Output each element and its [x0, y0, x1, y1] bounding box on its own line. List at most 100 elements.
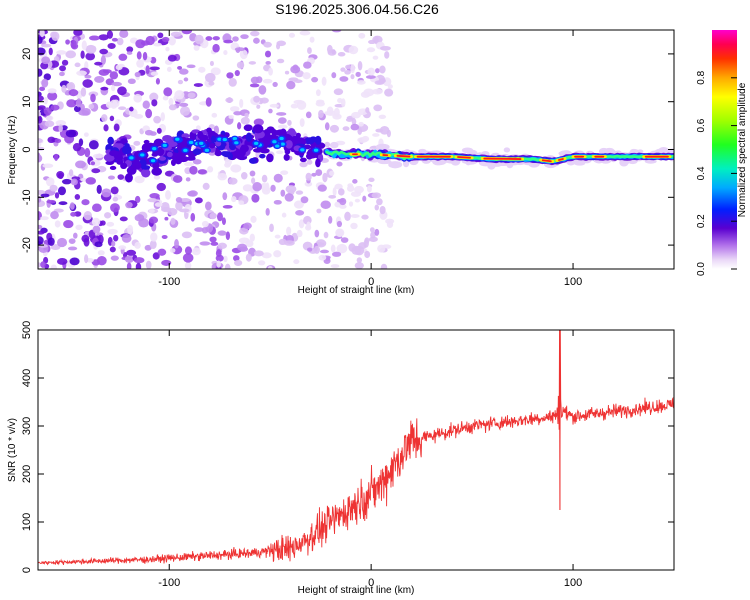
heatmap-noise-blob	[231, 196, 237, 203]
heatmap-noise-blob	[38, 142, 42, 147]
heatmap-noise-blob	[240, 34, 249, 40]
heatmap-noise-blob	[286, 80, 296, 90]
heatmap-noise-blob	[107, 175, 115, 180]
heatmap-noise-blob	[88, 140, 99, 150]
heatmap-noise-blob	[101, 188, 112, 198]
heatmap-noise-blob	[165, 46, 170, 52]
heatmap-noise-blob	[54, 153, 59, 161]
heatmap-noise-blob	[76, 70, 87, 76]
heatmap-noise-blob	[212, 36, 220, 41]
heatmap-noise-blob	[78, 110, 90, 116]
heatmap-noise-blob	[373, 104, 383, 112]
heatmap-noise-blob	[365, 107, 370, 114]
heatmap-noise-blob	[299, 118, 305, 127]
heatmap-noise-blob	[273, 199, 282, 205]
heatmap-noise-blob	[318, 254, 327, 261]
heatmap-ridge-spot-core	[253, 141, 259, 145]
heatmap-noise-blob	[208, 81, 215, 86]
heatmap-noise-blob	[49, 184, 58, 192]
heatmap-noise-blob	[379, 126, 390, 135]
heatmap-noise-blob	[85, 44, 97, 54]
heatmap-noise-blob	[379, 45, 391, 51]
heatmap-noise-blob	[90, 93, 96, 103]
heatmap-noise-blob	[56, 258, 68, 265]
heatmap-noise-blob	[65, 39, 70, 45]
heatmap-noise-blob	[293, 99, 304, 105]
heatmap-ridge-spot-core	[150, 159, 156, 163]
heatmap-noise-blob	[303, 61, 312, 69]
heatmap-noise-blob	[222, 204, 233, 209]
heatmap-noise-blob	[205, 36, 213, 41]
heatmap-noise-blob	[94, 241, 103, 248]
heatmap-noise-blob	[68, 169, 74, 177]
heatmap-noise-blob	[364, 250, 371, 259]
heatmap-noise-blob	[96, 255, 107, 266]
heatmap-noise-blob	[91, 168, 101, 174]
heatmap-noise-blob	[48, 47, 53, 56]
heatmap-noise-blob	[236, 61, 245, 69]
heatmap-noise-blob	[250, 215, 257, 223]
heatmap-noise-blob	[239, 227, 249, 235]
heatmap-noise-blob	[351, 111, 361, 119]
heatmap-noise-blob	[354, 185, 364, 194]
heatmap-noise-blob	[59, 65, 67, 72]
heatmap-noise-blob	[61, 178, 72, 185]
heatmap-band-halo	[461, 147, 474, 154]
heatmap-noise-blob	[91, 203, 102, 212]
heatmap-ridge-blob	[109, 165, 117, 170]
heatmap-noise-blob	[47, 91, 58, 101]
heatmap-noise-blob	[386, 220, 394, 229]
heatmap-noise-blob	[192, 159, 202, 165]
heatmap-noise-blob	[38, 47, 46, 56]
heatmap-noise-blob	[68, 238, 76, 244]
heatmap-noise-blob	[69, 202, 75, 210]
heatmap-noise-blob	[194, 227, 204, 232]
heatmap-noise-blob	[165, 190, 171, 200]
heatmap-noise-blob	[272, 81, 278, 87]
heatmap-noise-blob	[100, 55, 106, 65]
heatmap-noise-blob	[210, 241, 219, 246]
heatmap-noise-blob	[292, 64, 299, 71]
heatmap-noise-blob	[253, 37, 260, 44]
heatmap-noise-blob	[316, 208, 322, 214]
heatmap-noise-blob	[61, 59, 69, 66]
heatmap-noise-blob	[183, 161, 194, 167]
heatmap-noise-blob	[286, 226, 292, 236]
heatmap-noise-blob	[134, 71, 141, 78]
heatmap-noise-blob	[127, 78, 136, 85]
heatmap-ridge-spot-core	[272, 140, 277, 144]
heatmap-noise-blob	[161, 259, 172, 266]
heatmap-noise-blob	[233, 111, 242, 116]
heatmap-ridge-blob	[284, 148, 291, 155]
heatmap-noise-blob	[97, 250, 105, 256]
heatmap-ridge-blob	[290, 135, 301, 144]
heatmap-noise-blob	[251, 177, 256, 184]
heatmap-noise-blob	[136, 51, 142, 60]
heatmap-noise-blob	[127, 224, 134, 235]
heatmap-noise-blob	[223, 39, 234, 44]
heatmap-ridge-blob	[143, 139, 150, 144]
heatmap-ridge-blob	[116, 143, 124, 149]
heatmap-noise-blob	[118, 245, 127, 250]
heatmap-noise-blob	[111, 81, 122, 87]
snr-y-tick-label: 500	[21, 321, 33, 339]
heatmap-noise-blob	[250, 30, 260, 37]
heatmap-noise-blob	[201, 220, 209, 228]
heatmap-noise-blob	[305, 172, 312, 181]
heatmap-noise-blob	[261, 252, 272, 259]
heatmap-noise-blob	[182, 253, 194, 263]
heatmap-ridge-blob	[131, 161, 142, 170]
heatmap-noise-blob	[330, 244, 336, 253]
heatmap-noise-blob	[150, 71, 159, 76]
heatmap-noise-blob	[136, 59, 145, 68]
heatmap-noise-blob	[376, 198, 383, 206]
heatmap-ridge-spot-core	[300, 148, 305, 152]
heatmap-noise-blob	[94, 61, 103, 66]
heatmap-noise-blob	[177, 79, 184, 85]
heatmap-noise-blob	[183, 77, 189, 82]
heatmap-noise-blob	[269, 103, 279, 108]
heatmap-noise-blob	[204, 72, 216, 83]
heatmap-noise-blob	[256, 104, 261, 109]
heatmap-noise-blob	[153, 42, 162, 47]
heatmap-noise-blob	[368, 39, 376, 45]
